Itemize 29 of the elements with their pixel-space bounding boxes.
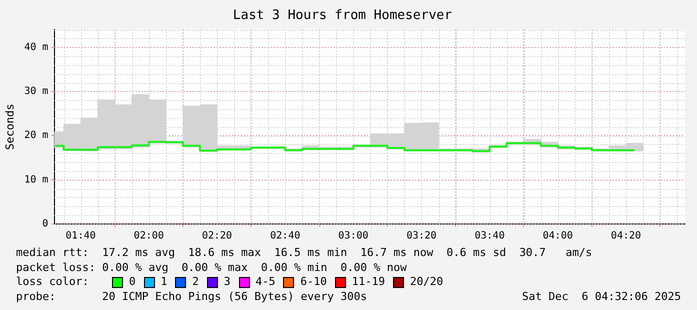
x-tick-label: 03:00 — [338, 230, 368, 242]
y-tick-label: 20 m — [24, 130, 48, 142]
text: 6-10 — [300, 275, 327, 290]
x-tick-label: 01:40 — [66, 230, 96, 242]
text: loss color: — [16, 275, 90, 290]
x-tick-label: 02:40 — [270, 230, 300, 242]
y-axis-title: Seconds — [3, 104, 16, 150]
y-tick-label: 30 m — [24, 86, 48, 98]
text: 1 — [160, 275, 168, 290]
y-tick-label: 40 m — [24, 42, 48, 53]
text: probe: 20 ICMP Echo Pings (56 Bytes) every 300s — [16, 290, 367, 304]
text: packet loss: 0.00 % avg 0.00 % max 0.00 % min 0.00 % now — [16, 260, 408, 275]
text: 2 — [192, 275, 199, 290]
x-tick-label: 04:20 — [610, 230, 642, 242]
y-tick-label: 10 m — [24, 174, 48, 186]
chart-title: Last 3 Hours from Homeserver — [232, 8, 452, 24]
text: 4-5 — [256, 275, 276, 290]
text: 20/20 — [410, 275, 444, 290]
text: median rtt: 17.2 ms avg 18.6 ms max 16.5 ms min 16.7 ms now 0.6 ms sd 30.7 am/s — [16, 246, 594, 260]
y-tick-label: 0 — [42, 218, 48, 230]
x-tick-label: 03:20 — [406, 230, 437, 242]
text: 3 — [224, 275, 230, 290]
text: 0 — [129, 275, 136, 290]
text: Sat Dec 6 04:32:06 2025 — [522, 290, 681, 304]
x-tick-label: 02:00 — [134, 230, 164, 242]
text: 11-19 — [352, 275, 385, 290]
x-tick-label: 04:00 — [542, 230, 573, 242]
x-tick-label: 02:20 — [202, 230, 232, 242]
x-tick-label: 03:40 — [474, 230, 505, 242]
